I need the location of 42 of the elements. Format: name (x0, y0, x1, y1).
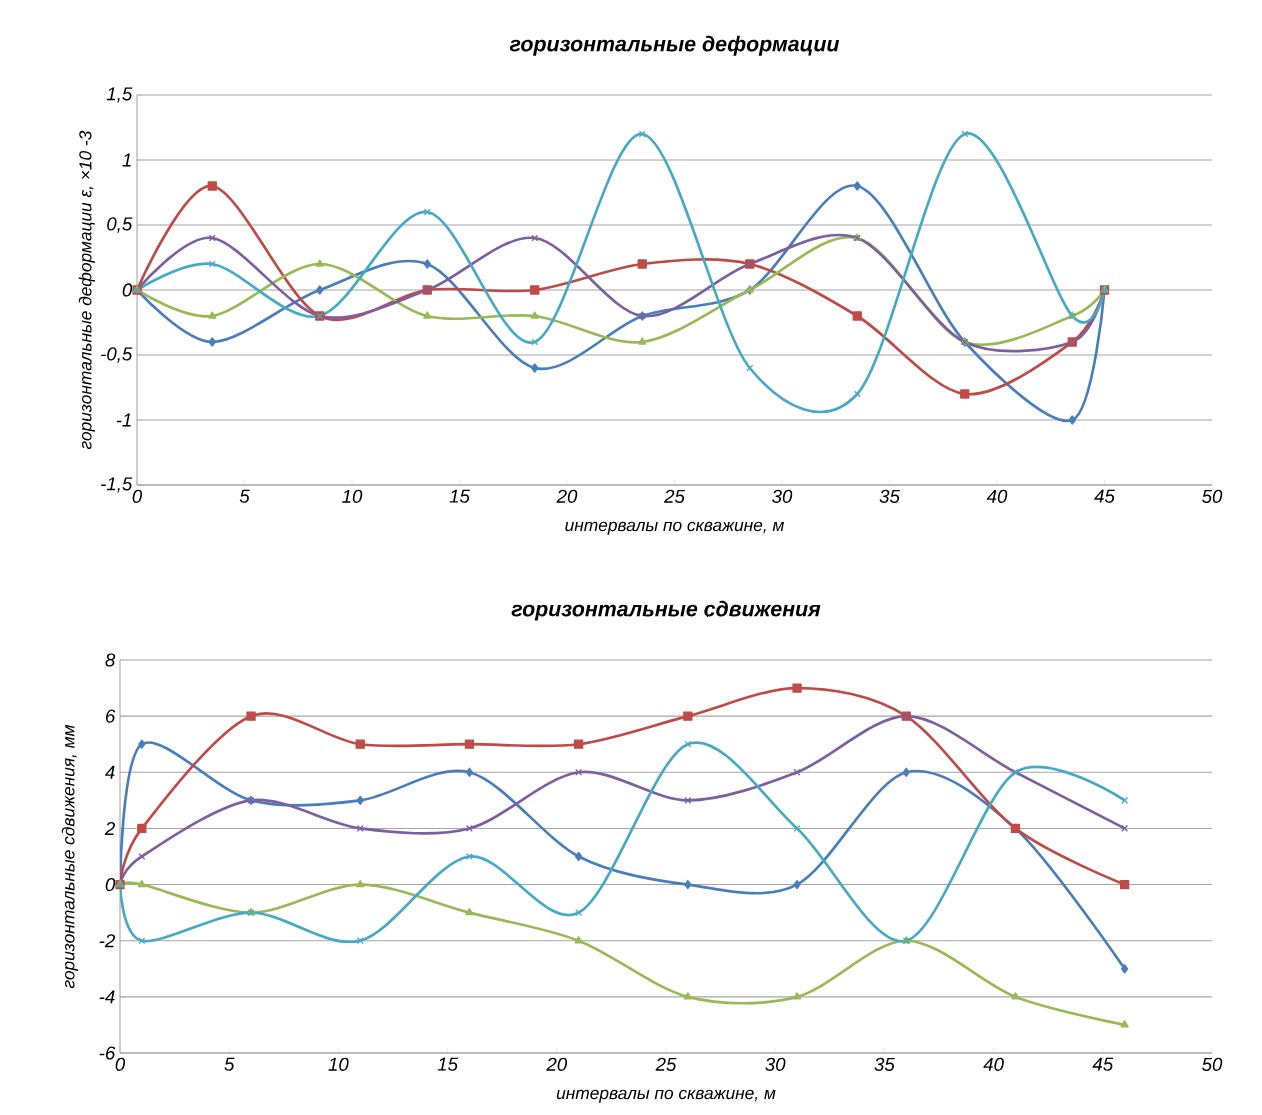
y-axis-title: горизонтальные сдвижения, мм (61, 724, 78, 989)
x-tick-label: 5 (224, 1057, 235, 1071)
x-tick-label: 35 (879, 489, 900, 503)
x-tick-label: 30 (765, 1057, 786, 1071)
x-tick-label: 30 (772, 489, 793, 503)
y-tick-label: -4 (99, 990, 115, 1004)
y-tick-label: -6 (99, 1046, 116, 1060)
y-tick-label: 2 (104, 821, 116, 835)
chart-title: горизонтальные деформации (509, 35, 840, 56)
y-tick-label: 0 (105, 877, 116, 892)
x-tick-label: 20 (556, 489, 578, 503)
x-tick-label: 10 (328, 1057, 349, 1071)
y-axis-title: горизонтальные деформации ε, ×10 -3 (78, 130, 95, 450)
y-tick-label: 0,5 (107, 217, 133, 233)
y-tick-label: -2 (99, 934, 116, 948)
x-tick-label: 35 (874, 1057, 895, 1071)
x-tick-label: 40 (986, 489, 1008, 503)
x-tick-label: 50 (1202, 489, 1223, 503)
y-tick-label: 4 (105, 765, 115, 779)
chart-title: горизонтальные сдвижения (511, 600, 821, 621)
x-tick-label: 45 (1094, 489, 1115, 503)
y-tick-label: 8 (105, 653, 116, 667)
x-tick-label: 40 (983, 1057, 1004, 1071)
x-tick-label: 15 (449, 489, 470, 503)
x-tick-label: 45 (1092, 1057, 1114, 1071)
x-tick-label: 25 (664, 489, 685, 503)
y-tick-label: -0,5 (101, 347, 133, 363)
x-tick-label: 15 (437, 1057, 459, 1071)
x-axis-title: интервалы по скважине, м (556, 1089, 776, 1103)
x-tick-label: 20 (546, 1057, 568, 1071)
x-tick-label: 0 (132, 489, 143, 503)
y-tick-label: 6 (105, 709, 116, 723)
y-tick-label: -1 (116, 413, 131, 427)
y-tick-label: -1,5 (101, 477, 133, 493)
y-tick-label: 1,5 (106, 87, 133, 103)
y-tick-label: 1 (122, 153, 131, 167)
y-tick-label: 0 (122, 283, 133, 297)
x-axis-title: интервалы по скважине, м (565, 521, 785, 535)
x-tick-label: 25 (655, 1057, 677, 1071)
x-tick-label: 50 (1202, 1057, 1223, 1071)
x-tick-label: 10 (342, 489, 363, 503)
x-tick-label: 5 (239, 489, 250, 503)
